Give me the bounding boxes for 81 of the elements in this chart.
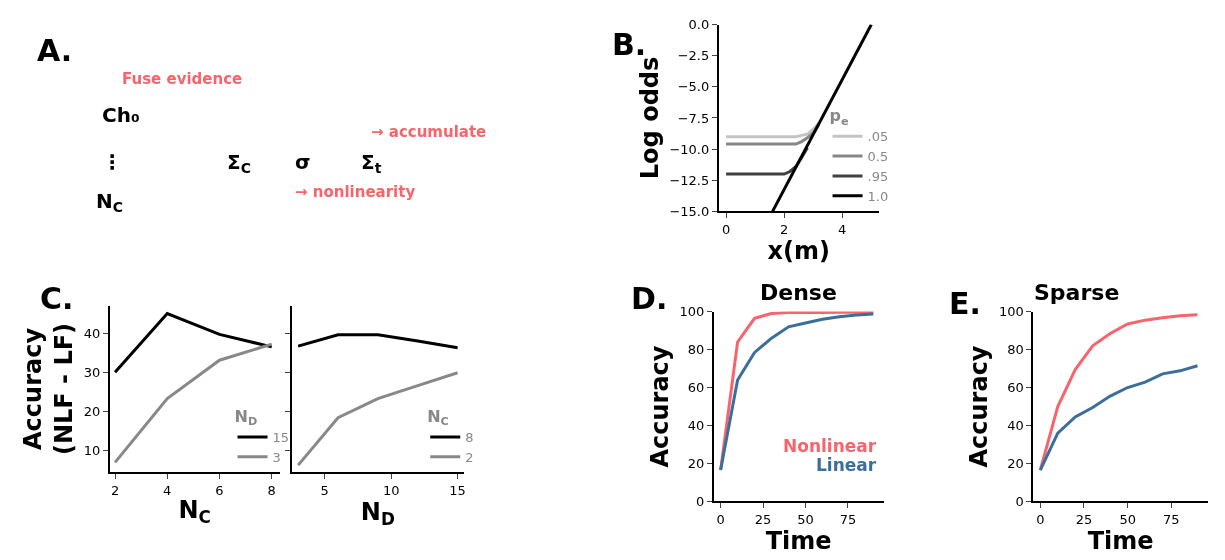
y-tick-label: 20: [83, 404, 101, 420]
x-tick-label: 0: [721, 221, 731, 237]
y-tick-label: 10: [83, 443, 101, 459]
text: Linear: [816, 455, 877, 475]
y-tick-label: 0: [695, 493, 705, 509]
x-tick-label: 4: [163, 482, 172, 498]
y-tick-label: 20: [1007, 455, 1024, 471]
text: Ch₀: [102, 103, 140, 127]
annotation: N$_{C}$: [427, 407, 449, 429]
x-tick-label: 5: [320, 482, 329, 498]
x-tick-label: 4: [838, 221, 847, 237]
x-tick-label: 50: [797, 511, 814, 527]
x-tick-label: 0: [716, 511, 725, 527]
text: Σ$_{t}$: [361, 150, 382, 177]
legend-title: N$_{D}$: [234, 407, 258, 429]
y-tick-label: 40: [687, 418, 705, 434]
text: → accumulate: [371, 123, 487, 141]
line-series: [1038, 364, 1200, 472]
y-axis-title: Accuracy: [646, 345, 674, 468]
y-axis-title: Accuracy: [965, 345, 994, 468]
y-tick-label: 30: [83, 364, 101, 380]
text: D.: [631, 281, 668, 316]
x-axis-title: x(m): [767, 236, 830, 265]
y-tick-label: 60: [1007, 380, 1024, 396]
legend-title: N$_{C}$: [96, 189, 124, 216]
x-axis-title: N$_{C}$: [178, 495, 211, 527]
text: σ: [295, 150, 311, 174]
x-tick-label: 6: [215, 482, 224, 498]
y-tick-label: 40: [83, 325, 101, 341]
x-tick-label: 2: [110, 482, 120, 498]
y-tick-label: −2.5: [677, 48, 710, 64]
text: Nonlinear: [783, 436, 877, 456]
x-axis-title: Time: [765, 526, 832, 555]
x-tick-label: 75: [839, 511, 857, 527]
x-tick-label: 25: [1075, 511, 1093, 527]
text: Fuse evidence: [122, 70, 243, 88]
y-tick-label: 80: [687, 342, 705, 358]
x-tick-label: 75: [1163, 511, 1180, 527]
y-tick-label: 100: [679, 304, 705, 320]
y-tick-label: 60: [687, 380, 705, 396]
text: → nonlinearity: [295, 183, 416, 201]
x-tick-label: 0: [1036, 511, 1045, 527]
text: Σ$_{C}$: [227, 150, 251, 177]
y-tick-label: −15.0: [669, 203, 710, 219]
legend-label: 3: [272, 449, 281, 465]
line-series: [113, 312, 274, 374]
chart-title: Sparse: [1034, 280, 1120, 305]
y-axis-title: Accuracy (NLF - LF): [19, 322, 79, 456]
y-tick-label: 100: [998, 304, 1024, 320]
y-tick-label: −7.5: [677, 110, 710, 126]
y-tick-label: 0: [1015, 493, 1024, 509]
line-series: [724, 121, 821, 139]
y-tick-label: −5.0: [677, 79, 710, 95]
x-tick-label: 8: [267, 482, 276, 498]
line-series: [113, 342, 274, 464]
legend-label: 0.5: [867, 149, 889, 165]
x-axis-title: Time: [1087, 526, 1154, 555]
y-tick-label: −12.5: [669, 172, 710, 188]
legend-label: 15: [272, 430, 290, 446]
y-tick-label: 40: [1007, 418, 1024, 434]
chart-title: Dense: [760, 280, 837, 305]
text: A.: [37, 33, 73, 68]
legend-label: .05: [867, 129, 889, 145]
y-tick-label: 0.0: [688, 17, 710, 33]
y-tick-label: 20: [687, 455, 705, 471]
y-tick-label: 80: [1007, 342, 1024, 358]
text: E.: [949, 286, 981, 321]
legend-label: 2: [465, 449, 474, 465]
text: C.: [40, 281, 74, 316]
legend-label: 8: [465, 430, 474, 446]
y-tick-label: −10.0: [669, 141, 710, 157]
x-tick-label: 15: [449, 482, 466, 498]
legend-label: .95: [867, 168, 889, 184]
legend-title: p$_{e}$: [829, 106, 849, 128]
x-tick-label: 25: [754, 511, 772, 527]
x-tick-label: 10: [382, 482, 400, 498]
legend-label: 1.0: [867, 188, 889, 204]
x-tick-label: 2: [780, 221, 789, 237]
text: ⋮: [102, 150, 122, 174]
x-axis-title: N$_{D}$: [360, 497, 395, 529]
x-tick-label: 50: [1119, 511, 1136, 527]
